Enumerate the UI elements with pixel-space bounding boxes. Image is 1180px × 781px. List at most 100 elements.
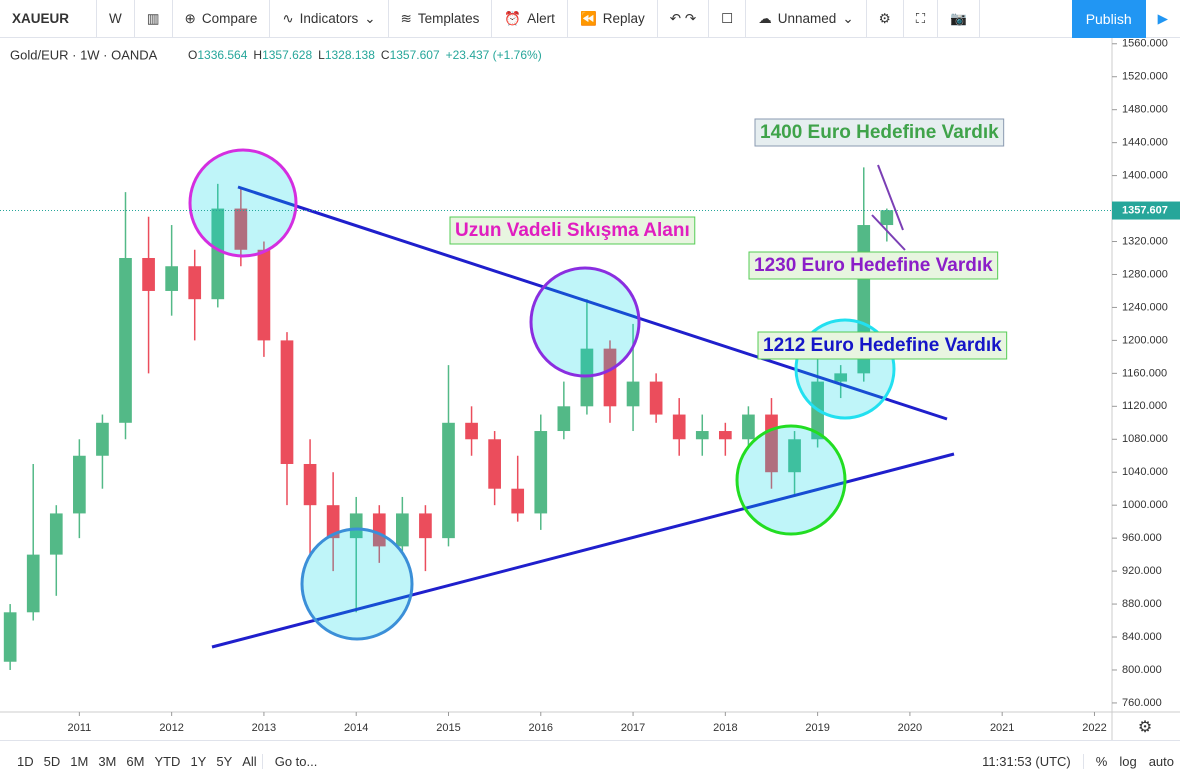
drawings <box>188 148 955 649</box>
compare-button[interactable]: ⊕ Compare <box>173 0 271 38</box>
indicators-button[interactable]: ∿ Indicators ⌄ <box>270 0 389 38</box>
candle-body <box>880 210 894 226</box>
candle-body <box>96 422 109 456</box>
x-tick-label: 2022 <box>1082 722 1106 734</box>
circle <box>188 148 298 258</box>
symbol[interactable]: XAUEUR <box>0 0 97 38</box>
ohlc-value: 1328.138 <box>325 48 375 62</box>
label: Unnamed <box>777 11 837 26</box>
annotation: 1212 Euro Hedefine Vardık <box>763 335 1002 356</box>
annotation-box <box>754 118 1005 147</box>
chart-title: Gold/EUR · 1W · OANDA <box>10 47 158 62</box>
option[interactable]: % <box>1095 753 1108 769</box>
ohlc-label: H <box>253 48 262 62</box>
candle-body <box>580 348 594 407</box>
candle-body <box>649 381 663 415</box>
publish-button[interactable]: Publish <box>1071 0 1146 38</box>
annotation: Uzun Vadeli Sıkışma Alanı <box>455 220 690 241</box>
x-tick-label: 2020 <box>898 722 922 734</box>
x-tick-label: 2013 <box>252 722 276 734</box>
candle-body <box>442 422 455 539</box>
label: Compare <box>201 11 258 26</box>
candle-body <box>718 431 732 440</box>
candle-body <box>188 266 202 300</box>
candle-body <box>257 249 271 341</box>
ohlc-value: 1336.564 <box>197 48 247 62</box>
x-tick-label: 2011 <box>68 722 92 734</box>
fullscreen[interactable]: ⛶ <box>904 0 939 38</box>
range-button[interactable]: 5D <box>43 753 61 769</box>
y-tick-label: 1320.000 <box>1122 235 1168 247</box>
ohlc-label: O <box>188 48 197 62</box>
annotation: 1400 Euro Hedefine Vardık <box>760 122 999 143</box>
range-button[interactable]: 5Y <box>216 753 233 769</box>
candle-body <box>211 208 225 300</box>
range-button[interactable]: 1M <box>70 753 89 769</box>
y-tick-label: 1560.000 <box>1122 38 1168 50</box>
range-button[interactable]: All <box>242 753 257 769</box>
candle-body <box>788 439 801 473</box>
circle <box>735 424 847 536</box>
y-tick-label: 760.000 <box>1122 697 1162 709</box>
change: +23.437 (+1.76%) <box>446 48 542 62</box>
candle-body <box>49 513 63 555</box>
candle-body <box>303 463 317 506</box>
candle-body <box>834 373 848 382</box>
undo-redo[interactable]: ↶ ↷ <box>658 0 710 38</box>
interval[interactable]: W <box>97 0 135 38</box>
y-tick-label: 1480.000 <box>1122 104 1168 116</box>
x-tick-label: 2012 <box>159 722 183 734</box>
candle-body <box>419 513 432 539</box>
candle-body <box>626 381 640 407</box>
candle-body <box>396 513 409 547</box>
y-tick-label: 960.000 <box>1122 532 1162 544</box>
replay-button[interactable]: ⏪ Replay <box>568 0 658 38</box>
x-tick-label: 2021 <box>990 722 1014 734</box>
y-tick-label: 840.000 <box>1122 631 1162 643</box>
settings[interactable]: ⚙ <box>867 0 904 38</box>
templates-button[interactable]: ≋ Templates <box>389 0 493 38</box>
ohlc-value: 1357.607 <box>390 48 440 62</box>
y-tick-label: 1160.000 <box>1122 367 1167 379</box>
layout-name[interactable]: ☁ Unnamed ⌄ <box>746 0 867 38</box>
ohlc-label: L <box>318 48 325 62</box>
option[interactable]: log <box>1119 753 1137 769</box>
option[interactable]: auto <box>1148 753 1174 769</box>
alert-button[interactable]: ⏰ Alert <box>492 0 568 38</box>
candle-body <box>165 266 178 291</box>
trend-line <box>211 452 955 649</box>
axis-settings[interactable]: ⚙ <box>1138 719 1152 736</box>
range-button[interactable]: 3M <box>98 753 117 769</box>
y-tick-label: 1440.000 <box>1122 137 1168 149</box>
chart-style[interactable]: ▥ <box>135 0 173 38</box>
y-tick-label: 800.000 <box>1122 664 1162 676</box>
range-button[interactable]: 1Y <box>190 753 207 769</box>
candle-body <box>695 431 709 440</box>
circle <box>300 527 414 641</box>
label: Indicators <box>299 11 359 26</box>
candle-body <box>26 554 40 613</box>
range-button[interactable]: 1D <box>17 753 34 769</box>
candle-body <box>3 612 17 662</box>
goto[interactable]: Go to... <box>261 753 324 769</box>
bottom-bar: 1D 5D 1M 3M 6M YTD 1Y 5Y All Go to... 11:31:53 (… <box>0 740 1180 781</box>
snapshot[interactable]: 📷 <box>938 0 980 38</box>
candle-body <box>326 505 340 539</box>
candle-body <box>534 431 548 514</box>
label: Replay <box>602 11 645 26</box>
last-price-box <box>1112 201 1180 220</box>
x-tick-label: 2019 <box>805 722 829 734</box>
range-button[interactable]: YTD <box>154 753 181 769</box>
candle-body <box>557 406 571 432</box>
candle-body <box>465 422 478 440</box>
range-button[interactable]: 6M <box>126 753 145 769</box>
candle-body <box>280 340 294 464</box>
x-tick-label: 2016 <box>529 722 553 734</box>
trend-line <box>877 164 904 231</box>
layout-toggle[interactable]: ☐ <box>709 0 747 38</box>
play[interactable]: ▶ <box>1157 10 1168 26</box>
y-tick-label: 1120.000 <box>1122 400 1167 412</box>
clock: 11:31:53 (UTC) <box>976 753 1084 769</box>
last-price-label: 1357.607 <box>1122 204 1168 216</box>
